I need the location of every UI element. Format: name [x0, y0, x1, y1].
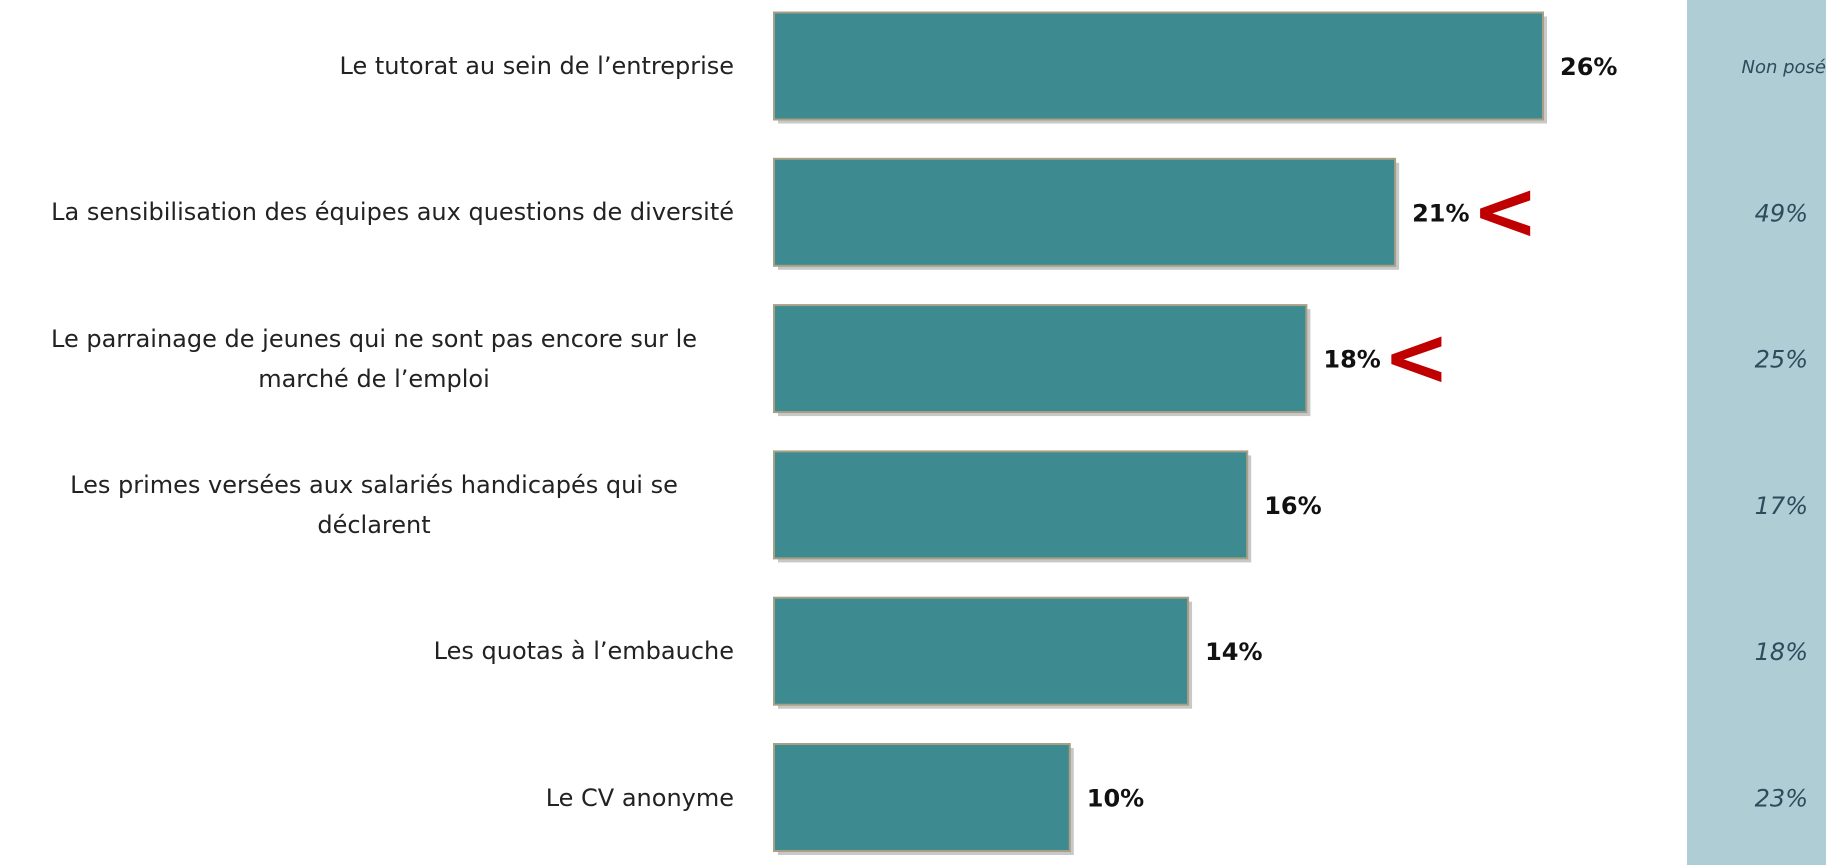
category-label: Le parrainage de jeunes qui ne sont pas … [51, 324, 697, 393]
bar [773, 304, 1308, 414]
value-label: 14% [1205, 638, 1262, 666]
value-label: 18% [1323, 346, 1380, 374]
marker: < [1472, 164, 1539, 257]
bar [773, 11, 1544, 121]
marker: < [1383, 311, 1450, 404]
value-label: 26% [1560, 53, 1617, 81]
category-label: Les primes versées aux salariés handicap… [70, 470, 678, 539]
category-label: Le CV anonyme [545, 783, 734, 812]
comparison-label: 25% [1755, 346, 1808, 374]
category-label: La sensibilisation des équipes aux quest… [51, 198, 734, 227]
category-label: Le tutorat au sein de l’entreprise [339, 52, 734, 80]
comparison-label: 23% [1755, 785, 1808, 813]
comparison-label: 18% [1755, 638, 1808, 666]
comparison-panel [1687, 0, 1826, 865]
bar [773, 743, 1071, 852]
bar [773, 450, 1249, 560]
value-label: 16% [1264, 492, 1321, 520]
comparison-label: 49% [1755, 199, 1808, 227]
bar [773, 157, 1397, 267]
value-label: 10% [1087, 785, 1144, 813]
comparison-label: Non posé [1742, 57, 1826, 78]
category-label: Les quotas à l’embauche [433, 637, 734, 666]
value-label: 21% [1412, 199, 1469, 227]
bar [773, 596, 1190, 706]
comparison-label: 17% [1755, 492, 1808, 520]
